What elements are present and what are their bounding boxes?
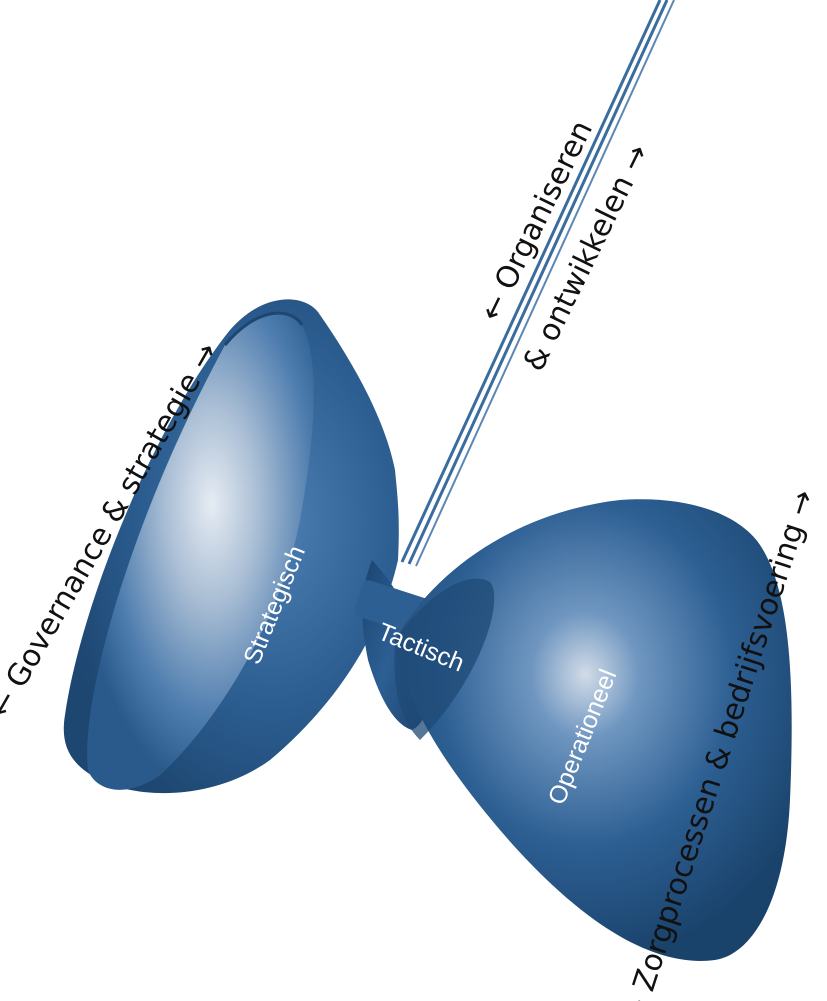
left-cup	[63, 299, 399, 794]
string-lines	[400, 0, 675, 567]
right-cup	[394, 499, 792, 961]
